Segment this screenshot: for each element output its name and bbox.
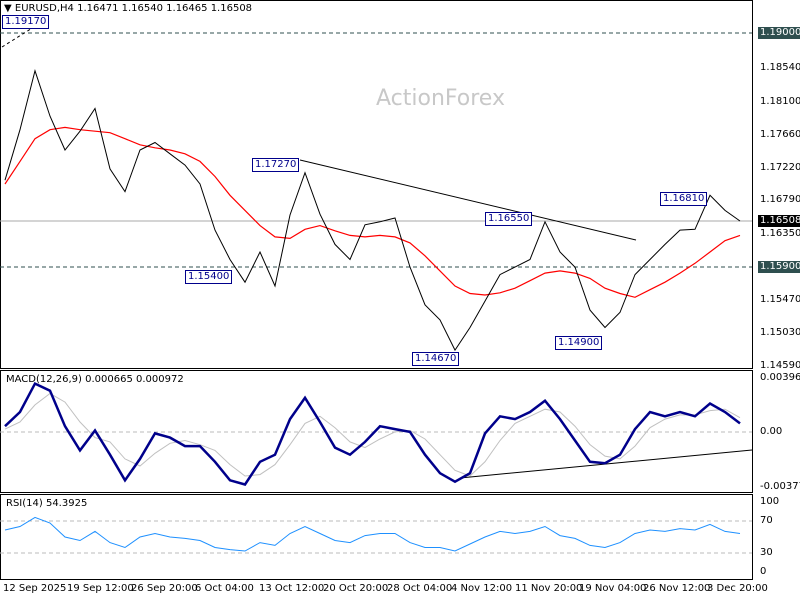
falling-trendline [299, 159, 637, 241]
macd-tick: 0.00 [760, 426, 783, 437]
rsi-panel-frame [0, 494, 753, 580]
price-tick: 1.17660 [760, 129, 800, 140]
rsi-line [4, 516, 741, 552]
price-tick: 1.17220 [760, 162, 800, 173]
rsi-tick: 0 [760, 566, 767, 577]
current-price-tag: 1.16508 [758, 215, 800, 227]
price-tick: 1.16350 [760, 228, 800, 239]
time-tick: 13 Oct 12:00 [259, 583, 325, 594]
price-annotation: 1.15400 [185, 270, 233, 284]
time-tick: 28 Oct 04:00 [387, 583, 453, 594]
price-tick: 1.16790 [760, 194, 800, 205]
time-tick: 12 Sep 2025 [3, 583, 67, 594]
rsi-title: RSI(14) 54.3925 [6, 498, 88, 509]
price-tick: 1.15470 [760, 294, 800, 305]
time-tick: 20 Oct 20:00 [323, 583, 389, 594]
price-tick: 1.14590 [760, 360, 800, 371]
price-annotation: 1.14670 [412, 352, 460, 366]
symbol-label: EURUSD,H4 [14, 3, 74, 14]
resistance-level-tag: 1.19000 [758, 27, 800, 39]
price-tick: 1.18100 [760, 96, 800, 107]
price-annotation: 1.19170 [2, 15, 50, 29]
time-tick: 19 Nov 04:00 [579, 583, 647, 594]
time-tick: 4 Nov 12:00 [451, 583, 513, 594]
time-tick: 3 Dec 20:00 [707, 583, 768, 594]
watermark: ActionForex [376, 86, 505, 111]
price-annotation: 1.14900 [555, 336, 603, 350]
rsi-tick: 70 [760, 515, 773, 526]
price-line [4, 69, 741, 352]
macd-title: MACD(12,26,9) 0.000665 0.000972 [6, 374, 184, 385]
macd-tick: 0.003964 [760, 372, 800, 383]
price-annotation: 1.16550 [485, 212, 533, 226]
rsi-tick: 30 [760, 547, 773, 558]
rsi-tick: 100 [760, 496, 780, 507]
price-tick: 1.18540 [760, 62, 800, 73]
chart-header: ▼ EURUSD,H4 1.16471 1.16540 1.16465 1.16… [4, 3, 252, 14]
price-tick: 1.15030 [760, 327, 800, 338]
time-tick: 11 Nov 20:00 [515, 583, 583, 594]
collapse-triangle-icon[interactable]: ▼ [4, 3, 12, 14]
price-annotation: 1.16810 [660, 192, 708, 206]
time-tick: 26 Nov 12:00 [643, 583, 711, 594]
time-tick: 19 Sep 12:00 [67, 583, 134, 594]
moving-average-line [4, 126, 741, 298]
support-level-tag: 1.15900 [758, 261, 800, 273]
macd-signal-line [4, 392, 741, 477]
main-panel-frame [0, 0, 753, 369]
macd-line [4, 381, 741, 486]
time-tick: 26 Sep 20:00 [131, 583, 198, 594]
time-tick: 6 Oct 04:00 [195, 583, 254, 594]
macd-tick: -0.003774 [760, 481, 800, 492]
price-annotation: 1.17270 [252, 158, 300, 172]
ohlc-values: 1.16471 1.16540 1.16465 1.16508 [77, 3, 253, 14]
